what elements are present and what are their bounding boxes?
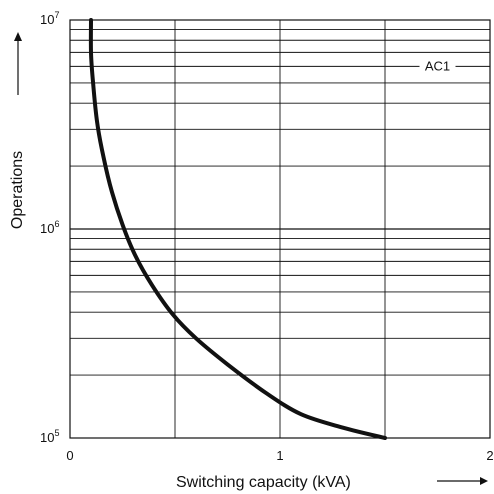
y-tick-label: 106: [40, 219, 59, 236]
plot-frame: [69, 19, 491, 439]
y-tick-label: 107: [40, 10, 59, 27]
annotations: AC1: [419, 57, 456, 74]
y-tick-labels: 105 106 107: [40, 10, 59, 445]
x-axis-arrow-icon: [437, 477, 488, 485]
grid: [70, 20, 490, 438]
series-line: [88, 18, 387, 440]
y-axis-arrow-icon: [14, 32, 22, 95]
annotation-backing: [419, 57, 456, 74]
x-axis-label: Switching capacity (kVA): [176, 474, 351, 491]
annotation-label: AC1: [425, 58, 450, 73]
x-tick-label: 0: [66, 448, 73, 463]
x-tick-label: 2: [486, 448, 493, 463]
x-tick-label: 1: [276, 448, 283, 463]
y-tick-label: 105: [40, 428, 59, 445]
x-tick-labels: 0 1 2: [66, 448, 493, 463]
y-axis-label: Operations: [9, 151, 26, 229]
